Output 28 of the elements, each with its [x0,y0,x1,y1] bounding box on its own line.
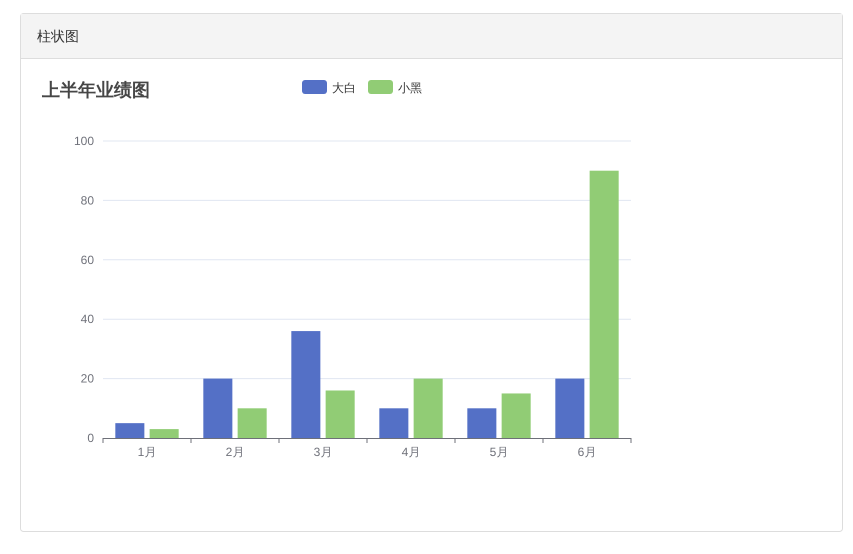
bar [291,331,320,438]
chart-title: 上半年业绩图 [41,80,150,100]
bar [414,378,443,438]
bar [238,408,267,438]
x-tick-label: 2月 [226,445,244,459]
bar [555,378,584,438]
bar [590,170,619,438]
y-tick-label: 20 [80,372,94,386]
y-tick-label: 80 [80,193,94,208]
x-tick-label: 3月 [314,445,332,459]
x-tick-label: 5月 [490,445,508,459]
bar [203,378,232,438]
annotation: 柱状图 [37,28,79,44]
legend-label: 大白 [332,81,356,95]
bar [502,393,531,438]
bar [379,408,408,438]
bar [150,429,179,438]
y-tick-label: 40 [80,312,94,326]
legend-label: 小黑 [398,81,422,95]
x-tick-label: 4月 [402,445,420,459]
x-tick-label: 1月 [138,445,156,459]
bar [326,390,355,438]
y-tick-label: 60 [80,252,94,267]
bar [467,408,496,438]
x-tick-label: 6月 [578,445,596,459]
y-tick-label: 100 [74,134,94,148]
bar [115,423,144,438]
y-tick-label: 0 [87,431,94,445]
